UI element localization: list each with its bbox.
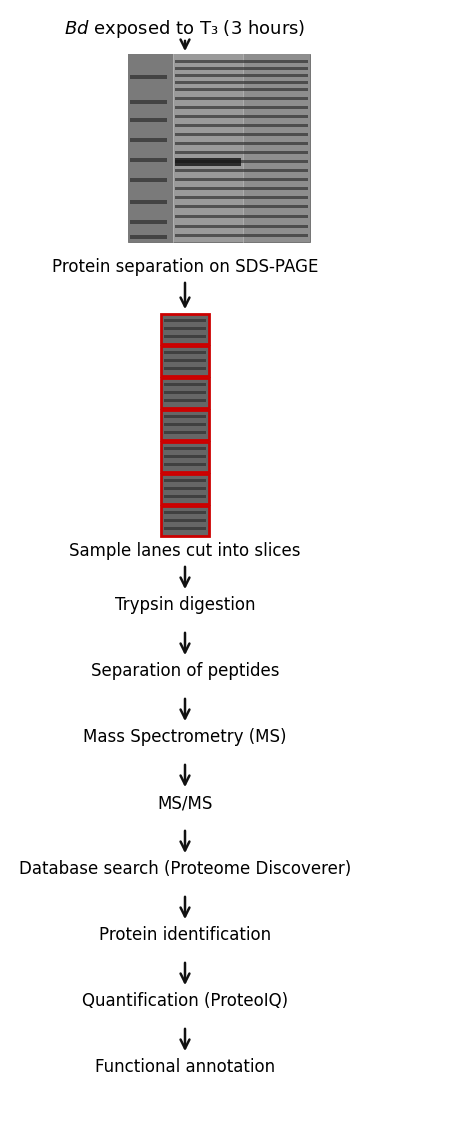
Text: Separation of peptides: Separation of peptides [91, 662, 279, 680]
Bar [130, 138, 167, 142]
Bar [161, 378, 209, 407]
Bar [164, 479, 206, 481]
Bar [161, 410, 209, 440]
Bar [164, 327, 206, 329]
Bar [175, 115, 308, 118]
Bar [130, 178, 167, 182]
Bar [164, 527, 206, 530]
Bar [164, 487, 206, 489]
Bar [175, 89, 308, 91]
Text: Trypsin digestion: Trypsin digestion [115, 596, 255, 614]
Bar [175, 169, 308, 173]
Bar [164, 414, 206, 418]
Text: Mass Spectrometry (MS): Mass Spectrometry (MS) [83, 728, 287, 746]
Bar [164, 455, 206, 457]
Bar [130, 200, 167, 204]
Text: Protein separation on SDS-PAGE: Protein separation on SDS-PAGE [52, 258, 318, 276]
Bar [175, 60, 308, 64]
Bar [164, 367, 206, 370]
Bar [128, 54, 310, 242]
Bar [175, 158, 241, 166]
Text: Protein identification: Protein identification [99, 926, 271, 944]
Bar [173, 54, 243, 242]
Bar [161, 474, 209, 504]
Bar [164, 335, 206, 338]
Text: Database search (Proteome Discoverer): Database search (Proteome Discoverer) [19, 860, 351, 878]
Bar [175, 106, 308, 109]
Bar [130, 220, 167, 224]
Bar [175, 178, 308, 180]
Bar [175, 142, 308, 145]
Bar [175, 74, 308, 77]
Bar [130, 75, 167, 79]
Bar [175, 133, 308, 136]
Bar [175, 81, 308, 84]
Bar [164, 463, 206, 465]
Bar [164, 382, 206, 386]
Bar [128, 54, 173, 242]
Bar [164, 422, 206, 426]
Bar [175, 234, 308, 237]
Bar [175, 124, 308, 127]
Bar [161, 346, 209, 376]
Bar [164, 430, 206, 434]
Bar [164, 398, 206, 402]
Bar [130, 235, 167, 239]
Bar [161, 506, 209, 536]
Bar [175, 96, 308, 100]
Bar [175, 196, 308, 199]
Bar [175, 187, 308, 190]
Bar [164, 511, 206, 513]
Bar [130, 158, 167, 162]
Bar [175, 225, 308, 228]
Bar [164, 446, 206, 449]
Text: Sample lanes cut into slices: Sample lanes cut into slices [69, 543, 301, 560]
Bar [175, 151, 308, 154]
Text: Quantification (ProteoIQ): Quantification (ProteoIQ) [82, 992, 288, 1010]
Bar [243, 54, 310, 242]
Text: MS/MS: MS/MS [157, 794, 213, 812]
Bar [164, 359, 206, 362]
Bar [175, 160, 308, 163]
Bar [130, 100, 167, 104]
Bar [164, 319, 206, 321]
Bar [164, 495, 206, 498]
Bar [164, 390, 206, 394]
Text: Functional annotation: Functional annotation [95, 1058, 275, 1076]
Text: $\it{Bd}$ exposed to T₃ (3 hours): $\it{Bd}$ exposed to T₃ (3 hours) [64, 18, 306, 40]
Bar [175, 67, 308, 70]
Bar [175, 215, 308, 218]
Bar [161, 314, 209, 344]
Bar [130, 118, 167, 121]
Bar [161, 442, 209, 472]
Bar [164, 351, 206, 353]
Bar [164, 519, 206, 522]
Bar [175, 205, 308, 208]
